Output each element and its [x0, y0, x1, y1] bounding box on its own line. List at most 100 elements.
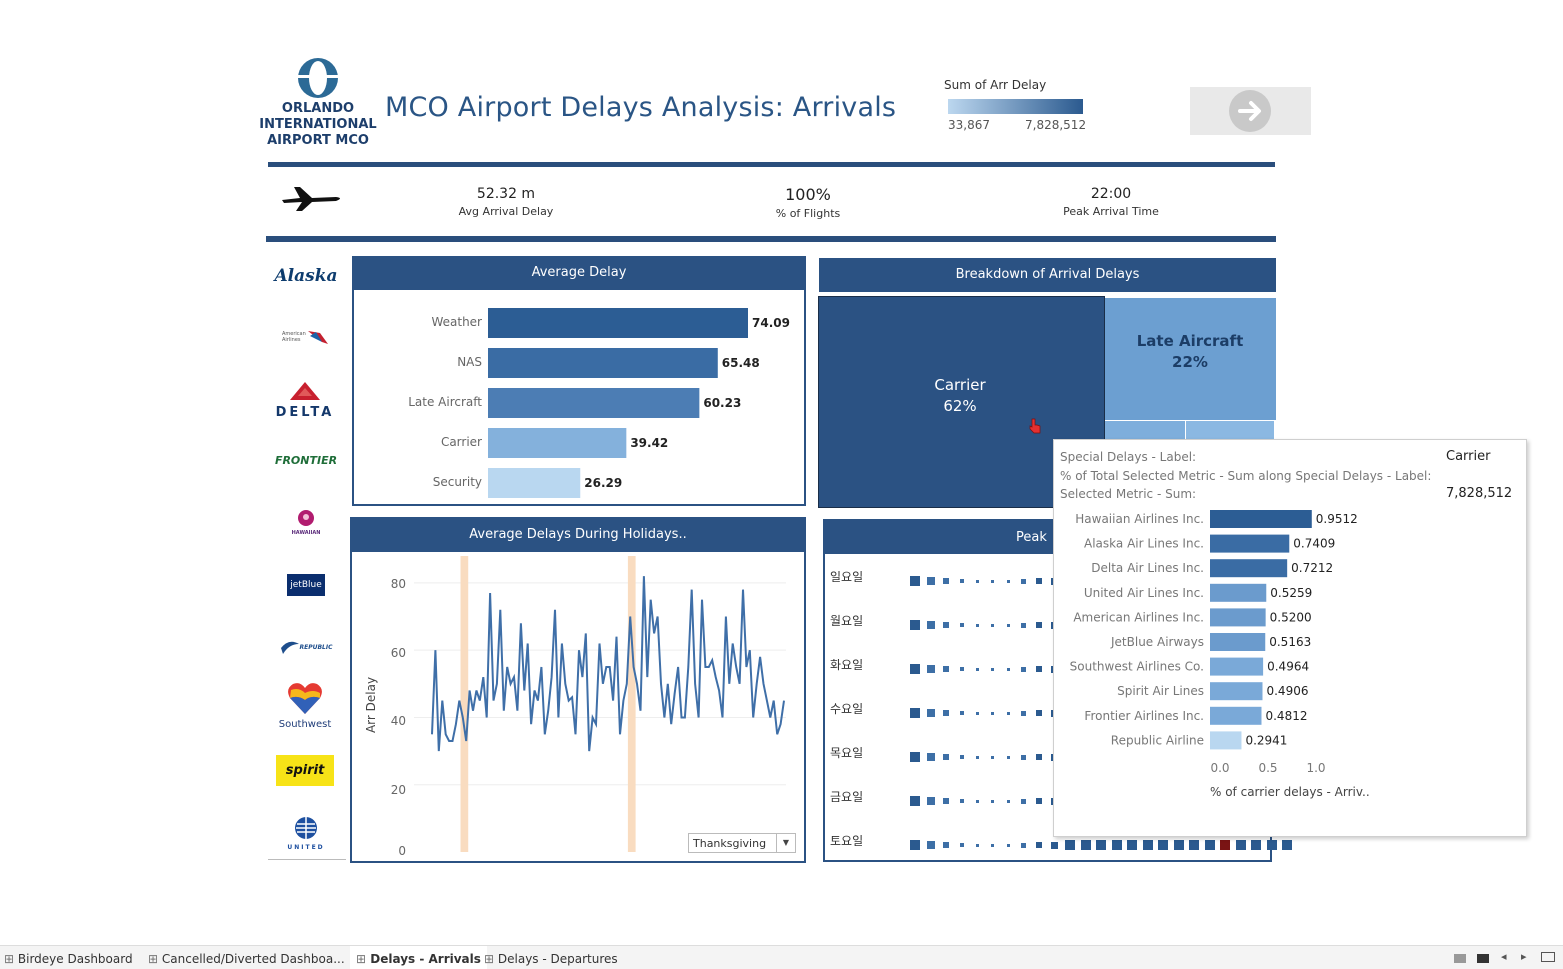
peak-cell[interactable]	[1142, 840, 1153, 850]
peak-cell[interactable]	[1065, 840, 1075, 850]
peak-cell[interactable]	[1021, 578, 1026, 584]
peak-cell[interactable]	[1111, 840, 1122, 850]
peak-cell[interactable]	[926, 621, 935, 629]
united-logo[interactable]: UNITED	[282, 816, 330, 852]
peak-cell[interactable]	[1036, 622, 1042, 628]
peak-cell[interactable]	[1036, 578, 1042, 584]
presentation-mode-icon[interactable]	[1541, 952, 1555, 962]
avg-delay-bar[interactable]	[488, 308, 748, 338]
tab-delays-arrivals[interactable]: ⊞ Delays - Arrivals	[350, 946, 487, 969]
peak-cell[interactable]	[1036, 666, 1042, 672]
peak-cell[interactable]	[943, 754, 949, 760]
southwest-logo[interactable]: Southwest	[276, 681, 334, 733]
peak-cell[interactable]	[959, 843, 964, 847]
peak-cell[interactable]	[943, 666, 949, 672]
american-airlines-logo[interactable]: American Airlines	[276, 325, 336, 349]
spirit-logo[interactable]: spirit	[276, 755, 334, 786]
peak-cell[interactable]	[926, 709, 935, 717]
peak-cell[interactable]	[975, 579, 979, 583]
peak-cell[interactable]	[991, 711, 994, 715]
peak-cell[interactable]	[943, 842, 949, 848]
treemap-other-2[interactable]	[1186, 421, 1274, 441]
scroll-right-icon[interactable]: ▸	[1521, 950, 1527, 963]
peak-cell[interactable]	[975, 843, 979, 847]
tab-delays-departures[interactable]: ⊞ Delays - Departures	[484, 952, 618, 966]
peak-cell[interactable]	[1021, 798, 1026, 804]
peak-cell[interactable]	[910, 796, 920, 806]
peak-cell[interactable]	[1251, 840, 1261, 850]
tab-birdeye-dashboard[interactable]: ⊞ Birdeye Dashboard	[4, 952, 133, 966]
peak-cell[interactable]	[926, 577, 935, 585]
peak-cell[interactable]	[910, 664, 920, 674]
peak-cell[interactable]	[910, 752, 920, 762]
peak-cell[interactable]	[991, 843, 994, 847]
peak-cell[interactable]	[1051, 841, 1058, 849]
peak-cell[interactable]	[1021, 842, 1026, 848]
peak-cell[interactable]	[1173, 840, 1184, 850]
avg-delay-bar[interactable]	[488, 428, 627, 458]
peak-cell[interactable]	[1021, 754, 1026, 760]
peak-cell[interactable]	[926, 665, 935, 673]
peak-cell[interactable]	[1036, 710, 1042, 716]
peak-cell[interactable]	[991, 623, 994, 627]
peak-cell[interactable]	[1021, 666, 1026, 672]
peak-cell[interactable]	[959, 623, 964, 627]
peak-cell[interactable]	[991, 579, 994, 583]
peak-cell[interactable]	[991, 799, 994, 803]
treemap-late-aircraft[interactable]	[1105, 298, 1276, 420]
peak-cell[interactable]	[943, 622, 949, 628]
avg-delay-bar[interactable]	[488, 348, 718, 378]
peak-cell[interactable]	[1266, 840, 1277, 850]
peak-cell[interactable]	[1006, 799, 1010, 803]
holiday-dropdown[interactable]: Thanksgiving ▼	[688, 833, 796, 853]
peak-cell[interactable]	[926, 753, 935, 761]
peak-cell[interactable]	[1006, 843, 1010, 847]
hawaiian-logo[interactable]: HAWAIIAN	[284, 510, 328, 544]
peak-cell[interactable]	[943, 578, 949, 584]
peak-cell[interactable]	[1006, 667, 1010, 671]
peak-cell[interactable]	[1036, 798, 1042, 804]
peak-cell[interactable]	[1080, 840, 1091, 850]
alaska-logo[interactable]: Alaska	[274, 266, 338, 286]
peak-cell[interactable]	[1006, 579, 1010, 583]
jetblue-logo[interactable]: jetBlue	[287, 574, 325, 596]
peak-cell[interactable]	[1021, 622, 1026, 628]
peak-cell[interactable]	[1204, 840, 1215, 850]
peak-cell[interactable]	[1096, 840, 1106, 850]
peak-cell[interactable]	[959, 799, 964, 803]
peak-cell[interactable]	[991, 667, 994, 671]
tab-cancelled-diverted[interactable]: ⊞ Cancelled/Diverted Dashboa...	[148, 952, 345, 966]
peak-cell[interactable]	[910, 840, 920, 850]
peak-cell[interactable]	[1006, 711, 1010, 715]
peak-cell[interactable]	[1235, 840, 1246, 850]
frontier-logo[interactable]: FRONTIER	[274, 453, 338, 467]
peak-cell[interactable]	[959, 711, 964, 715]
peak-cell[interactable]	[1036, 754, 1042, 760]
peak-cell[interactable]	[910, 576, 920, 586]
treemap-other-1[interactable]	[1105, 421, 1185, 441]
filmstrip-view-icon[interactable]	[1454, 954, 1466, 963]
republic-logo[interactable]: REPUBLIC	[276, 636, 336, 658]
peak-cell[interactable]	[991, 755, 994, 759]
peak-cell[interactable]	[959, 667, 964, 671]
peak-cell[interactable]	[943, 710, 949, 716]
scroll-left-icon[interactable]: ◂	[1501, 950, 1507, 963]
peak-cell[interactable]	[1021, 710, 1026, 716]
peak-cell[interactable]	[1220, 840, 1230, 850]
peak-cell[interactable]	[1158, 840, 1168, 850]
avg-delay-bar[interactable]	[488, 388, 700, 418]
peak-cell[interactable]	[1006, 755, 1010, 759]
peak-cell[interactable]	[910, 620, 920, 630]
peak-cell[interactable]	[975, 623, 979, 627]
peak-cell[interactable]	[1036, 842, 1042, 848]
peak-cell[interactable]	[926, 841, 935, 849]
peak-cell[interactable]	[1006, 623, 1010, 627]
avg-delay-bar[interactable]	[488, 468, 581, 498]
peak-cell[interactable]	[1189, 840, 1199, 850]
peak-cell[interactable]	[975, 799, 979, 803]
peak-cell[interactable]	[959, 579, 964, 583]
tabs-view-icon[interactable]	[1477, 954, 1489, 963]
peak-cell[interactable]	[1127, 840, 1137, 850]
arrow-right-icon[interactable]	[1229, 90, 1271, 132]
peak-cell[interactable]	[975, 711, 979, 715]
